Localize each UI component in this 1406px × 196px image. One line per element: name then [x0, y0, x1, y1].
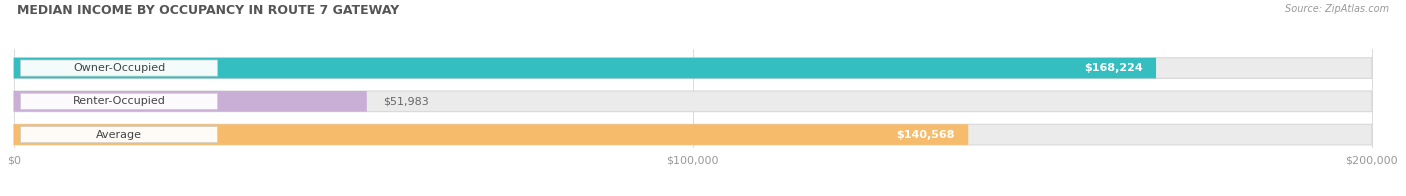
- Text: Source: ZipAtlas.com: Source: ZipAtlas.com: [1285, 4, 1389, 14]
- FancyBboxPatch shape: [21, 93, 218, 109]
- FancyBboxPatch shape: [14, 91, 1372, 112]
- Text: $140,568: $140,568: [896, 130, 955, 140]
- FancyBboxPatch shape: [14, 91, 367, 112]
- FancyBboxPatch shape: [14, 124, 1372, 145]
- FancyBboxPatch shape: [14, 58, 1372, 78]
- FancyBboxPatch shape: [21, 60, 218, 76]
- Text: MEDIAN INCOME BY OCCUPANCY IN ROUTE 7 GATEWAY: MEDIAN INCOME BY OCCUPANCY IN ROUTE 7 GA…: [17, 4, 399, 17]
- Text: Owner-Occupied: Owner-Occupied: [73, 63, 165, 73]
- Text: Renter-Occupied: Renter-Occupied: [73, 96, 166, 106]
- Text: $168,224: $168,224: [1084, 63, 1143, 73]
- FancyBboxPatch shape: [14, 124, 969, 145]
- Text: Average: Average: [96, 130, 142, 140]
- FancyBboxPatch shape: [14, 58, 1156, 78]
- Text: $51,983: $51,983: [382, 96, 429, 106]
- FancyBboxPatch shape: [21, 127, 218, 143]
